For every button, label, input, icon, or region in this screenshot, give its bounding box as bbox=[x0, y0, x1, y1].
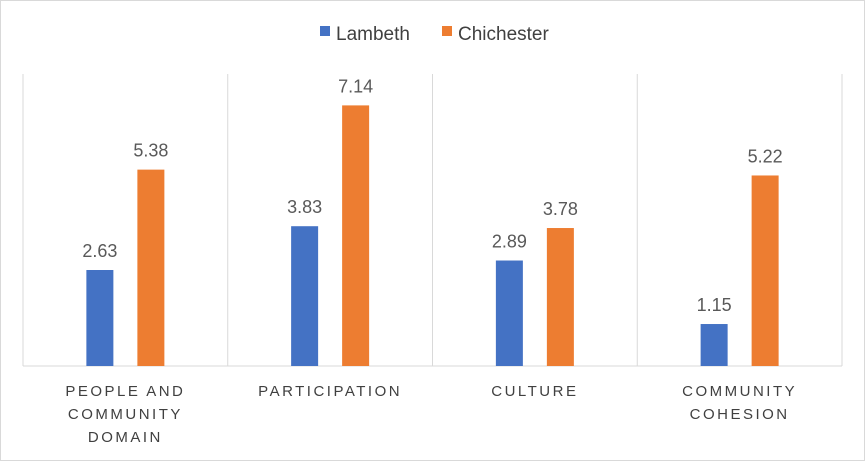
legend-swatch-lambeth bbox=[320, 26, 330, 36]
data-label-lambeth-3: 1.15 bbox=[697, 295, 732, 315]
bar-lambeth-3 bbox=[700, 324, 728, 366]
data-label-chichester-3: 5.22 bbox=[748, 146, 783, 166]
bar-lambeth-0 bbox=[86, 270, 114, 366]
data-label-lambeth-0: 2.63 bbox=[82, 241, 117, 261]
bar-chichester-0 bbox=[137, 169, 165, 366]
legend: Lambeth Chichester bbox=[320, 24, 549, 45]
data-label-chichester-0: 5.38 bbox=[133, 141, 168, 161]
bar-lambeth-1 bbox=[291, 226, 319, 366]
category-label-2-line-0: CULTURE bbox=[491, 383, 578, 400]
bar-chichester-2 bbox=[546, 228, 574, 366]
data-label-lambeth-1: 3.83 bbox=[287, 197, 322, 217]
category-label-0-line-0: PEOPLE AND bbox=[65, 383, 185, 400]
bar-chichester-1 bbox=[342, 105, 370, 366]
data-label-lambeth-2: 2.89 bbox=[492, 232, 527, 252]
category-label-3-line-1: COHESION bbox=[690, 406, 790, 423]
plot-area: 2.63 5.38 PEOPLE AND COMMUNITY DOMAIN 3.83 7.1… bbox=[22, 74, 843, 446]
category-label-0-line-2: DOMAIN bbox=[88, 429, 163, 446]
legend-label-lambeth: Lambeth bbox=[336, 24, 410, 45]
bar-chichester-3 bbox=[751, 175, 779, 366]
bar-lambeth-2 bbox=[495, 260, 523, 366]
legend-swatch-chichester bbox=[442, 26, 452, 36]
data-label-chichester-2: 3.78 bbox=[543, 199, 578, 219]
category-label-0-line-1: COMMUNITY bbox=[68, 406, 183, 423]
category-label-1-line-0: PARTICIPATION bbox=[258, 383, 402, 400]
data-label-chichester-1: 7.14 bbox=[338, 76, 373, 96]
category-label-3-line-0: COMMUNITY bbox=[682, 383, 797, 400]
legend-label-chichester: Chichester bbox=[458, 24, 549, 45]
